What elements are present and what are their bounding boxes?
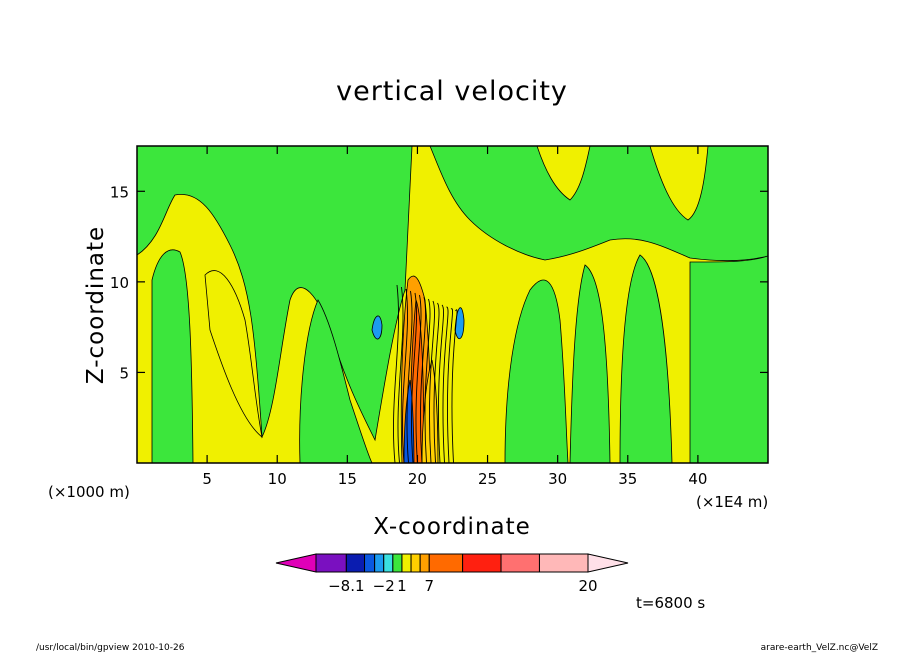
x-tick-label: 20 <box>408 470 427 488</box>
contour-line <box>451 309 458 463</box>
yellow-region-top-center <box>536 146 591 201</box>
x-scale-note: (×1000 m) <box>48 483 130 501</box>
colorbar-segment <box>500 553 540 573</box>
yellow-region-top-right <box>649 146 709 221</box>
colorbar-segment <box>538 553 589 573</box>
footer-right: arare-earth_VelZ.nc@VelZ <box>760 643 878 653</box>
cyan-cell-left <box>371 315 383 340</box>
contour-line <box>438 304 444 463</box>
green-region-upper-left <box>137 146 413 442</box>
contour-line <box>424 298 431 463</box>
y-tick-label: 5 <box>119 364 129 382</box>
green-region-right-column-c <box>619 254 673 463</box>
green-region-lower-center-left <box>299 299 373 463</box>
x-axis-label: X-coordinate <box>373 514 531 540</box>
colorbar-tick-label: 1 <box>397 577 407 595</box>
colorbar-segment <box>383 553 394 573</box>
contour-line <box>447 308 453 463</box>
colorbar-tick-label: −8.1 <box>328 577 364 595</box>
contour-line <box>429 300 435 463</box>
contour-line <box>442 306 449 463</box>
x-tick-label: 5 <box>202 470 212 488</box>
x-tick-label: 10 <box>268 470 287 488</box>
x-tick-label: 30 <box>548 470 567 488</box>
colorbar-segment <box>428 553 464 573</box>
green-region-left-column <box>151 249 194 463</box>
contour-line <box>411 292 417 463</box>
colorbar-segment <box>462 553 502 573</box>
colorbar-low-arrow <box>275 553 317 573</box>
contour-line <box>415 294 422 463</box>
contour-line <box>402 288 408 463</box>
green-region-right-column-b <box>569 264 611 463</box>
contour-line <box>393 284 399 463</box>
contour-line <box>406 290 413 463</box>
colorbar-tick-label: −2 <box>373 577 395 595</box>
contour-regions <box>137 146 768 463</box>
colorbar-tick-label: 20 <box>578 577 597 595</box>
x-tick-label: 40 <box>688 470 707 488</box>
x-tick-label: 15 <box>338 470 357 488</box>
x-tick-label: 25 <box>478 470 497 488</box>
contour-line <box>433 302 440 463</box>
contour-line <box>397 286 404 463</box>
cyan-cell-right <box>454 307 465 340</box>
yellow-band-left <box>204 270 263 438</box>
colorbar-segment <box>392 553 403 573</box>
colorbar-segment <box>374 553 385 573</box>
time-annotation: t=6800 s <box>636 594 706 612</box>
colorbar-segment <box>401 553 412 573</box>
colorbar-segment <box>410 553 421 573</box>
colorbar-segment <box>345 553 366 573</box>
green-region-right-edge <box>689 255 768 463</box>
plot-frame <box>136 145 769 464</box>
chart-title: vertical velocity <box>336 76 568 107</box>
green-region-right-column-a <box>504 279 569 463</box>
footer-left: /usr/local/bin/gpview 2010-10-26 <box>36 643 185 653</box>
colorbar-segment <box>364 553 376 573</box>
y-tick-label: 15 <box>110 183 129 201</box>
colorbar-high-arrow <box>587 553 629 573</box>
colorbar-segment <box>419 553 430 573</box>
x-tick-label: 35 <box>618 470 637 488</box>
colorbar-tick-label: 7 <box>424 577 434 595</box>
colorbar-segment <box>315 553 347 573</box>
contour-line <box>420 296 426 463</box>
y-axis-label: Z-coordinate <box>83 225 109 385</box>
x-unit-note: (×1E4 m) <box>696 493 769 511</box>
y-tick-label: 10 <box>110 274 129 292</box>
